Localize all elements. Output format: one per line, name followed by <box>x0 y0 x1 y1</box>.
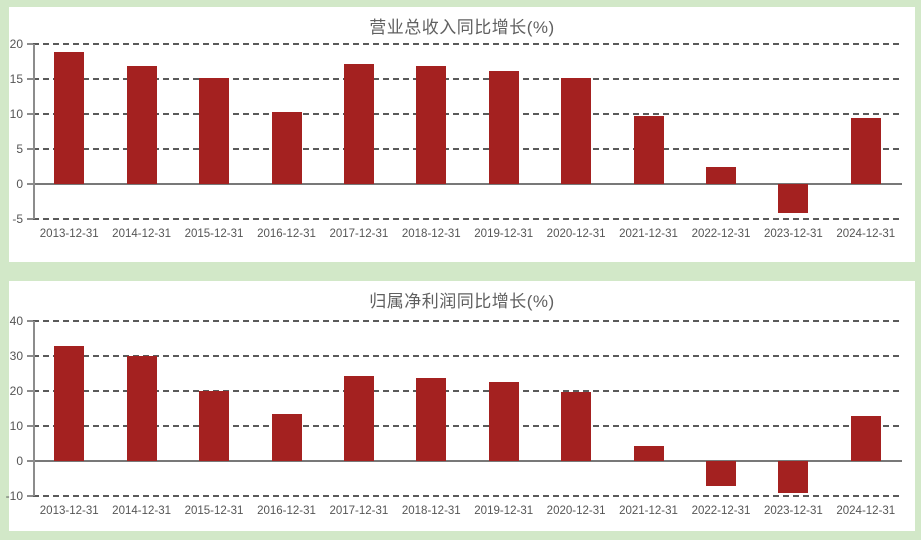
y-axis-tick <box>27 320 33 322</box>
bar-2018-12-31 <box>416 66 447 184</box>
y-axis-line <box>33 44 35 219</box>
bar-2015-12-31 <box>199 78 229 184</box>
y-axis-tick <box>27 113 33 115</box>
y-axis-tick-label: 30 <box>9 349 23 363</box>
y-axis-tick-label: 10 <box>9 107 23 121</box>
x-axis-label: 2024-12-31 <box>836 505 896 517</box>
x-axis-label: 2024-12-31 <box>836 228 896 240</box>
bar-2022-12-31 <box>706 167 736 184</box>
x-axis-label: 2022-12-31 <box>691 228 751 240</box>
revenue-growth-chart-panel: 营业总收入同比增长(%) -5 0 5 10 15 20 2013-12-31 2014-12… <box>9 7 915 262</box>
x-axis-label: 2020-12-31 <box>546 228 606 240</box>
y-axis-tick <box>27 495 33 497</box>
bar-2017-12-31 <box>343 64 374 184</box>
zero-axis-line <box>33 460 902 462</box>
y-axis-tick <box>27 425 33 427</box>
x-axis-label: 2015-12-31 <box>184 228 244 240</box>
bar-2013-12-31 <box>54 52 85 184</box>
net-profit-growth-chart-title: 归属净利润同比增长(%) <box>369 292 555 311</box>
x-axis-label: 2013-12-31 <box>39 228 99 240</box>
x-axis-label: 2019-12-31 <box>474 228 534 240</box>
y-axis-tick <box>27 148 33 150</box>
x-axis-label: 2016-12-31 <box>257 228 316 240</box>
x-axis-label: 2014-12-31 <box>112 505 171 517</box>
gridline <box>33 390 902 392</box>
bar-2013-12-31 <box>54 345 85 461</box>
gridline <box>33 355 902 357</box>
bar-2020-12-31 <box>561 78 592 184</box>
bar-2019-12-31 <box>488 70 519 184</box>
x-axis-label: 2013-12-31 <box>39 505 99 517</box>
y-axis-tick-label: 10 <box>9 419 23 433</box>
y-axis-line <box>33 321 35 496</box>
gridline <box>33 78 902 80</box>
y-axis-tick-label: 20 <box>9 37 23 51</box>
bar-2014-12-31 <box>126 355 157 461</box>
y-axis-tick <box>27 355 33 357</box>
x-axis-label: 2021-12-31 <box>619 228 678 240</box>
gridline <box>33 495 902 497</box>
gridline <box>33 218 902 220</box>
net-profit-growth-chart-panel: 归属净利润同比增长(%) -10 0 10 20 30 40 2013-12-31 2014-… <box>6 281 915 531</box>
x-axis-label: 2023-12-31 <box>763 505 823 517</box>
y-axis-tick-label: 0 <box>16 454 23 468</box>
bar-2015-12-31 <box>199 390 229 461</box>
y-axis-tick-label: 20 <box>9 384 23 398</box>
y-axis-tick-label: -10 <box>5 489 23 503</box>
y-axis-tick <box>27 390 33 392</box>
gridline <box>33 320 902 322</box>
x-axis-label: 2016-12-31 <box>257 505 316 517</box>
x-axis-label: 2014-12-31 <box>112 228 171 240</box>
x-axis-label: 2020-12-31 <box>546 505 606 517</box>
y-axis-tick <box>27 460 33 462</box>
x-axis-label: 2023-12-31 <box>763 228 823 240</box>
bar-2024-12-31 <box>850 415 881 461</box>
revenue-growth-chart-title: 营业总收入同比增长(%) <box>369 18 555 37</box>
y-axis-tick-label: 0 <box>16 177 23 191</box>
bar-2016-12-31 <box>271 111 302 184</box>
x-axis-label: 2019-12-31 <box>474 505 534 517</box>
bar-2018-12-31 <box>416 378 447 461</box>
bar-2023-12-31 <box>778 184 809 213</box>
y-axis-tick <box>27 218 33 220</box>
y-axis-tick <box>27 43 33 45</box>
bar-2023-12-31 <box>778 461 809 494</box>
y-axis-tick-label: 15 <box>9 72 23 86</box>
y-axis-tick-label: 5 <box>16 142 23 156</box>
bar-2017-12-31 <box>343 376 374 461</box>
bar-2022-12-31 <box>706 461 736 486</box>
y-axis-tick-label: -5 <box>12 212 23 226</box>
bar-2016-12-31 <box>271 414 302 461</box>
bar-2014-12-31 <box>126 65 157 184</box>
x-axis-label: 2017-12-31 <box>329 505 389 517</box>
net-profit-growth-plot-area: -10 0 10 20 30 40 2013-12-31 2014-12-31 2015-12-… <box>6 281 915 531</box>
x-axis-label: 2021-12-31 <box>619 505 678 517</box>
gridline <box>33 43 902 45</box>
bar-2024-12-31 <box>850 117 881 184</box>
y-axis-tick-label: 40 <box>9 314 23 328</box>
gridline <box>33 148 902 150</box>
bar-2019-12-31 <box>488 381 519 461</box>
bar-2021-12-31 <box>633 116 664 184</box>
gridline <box>33 425 902 427</box>
x-axis-label: 2022-12-31 <box>691 505 751 517</box>
x-axis-label: 2017-12-31 <box>329 228 389 240</box>
bar-2020-12-31 <box>561 392 592 461</box>
revenue-growth-plot-area: -5 0 5 10 15 20 2013-12-31 2014-12-31 2015-12-31… <box>9 7 915 262</box>
y-axis-tick <box>27 78 33 80</box>
zero-axis-line <box>33 183 902 185</box>
gridline <box>33 113 902 115</box>
x-axis-label: 2018-12-31 <box>401 505 461 517</box>
y-axis-tick <box>27 183 33 185</box>
bar-2021-12-31 <box>633 446 664 461</box>
x-axis-label: 2018-12-31 <box>401 228 461 240</box>
x-axis-label: 2015-12-31 <box>184 505 244 517</box>
